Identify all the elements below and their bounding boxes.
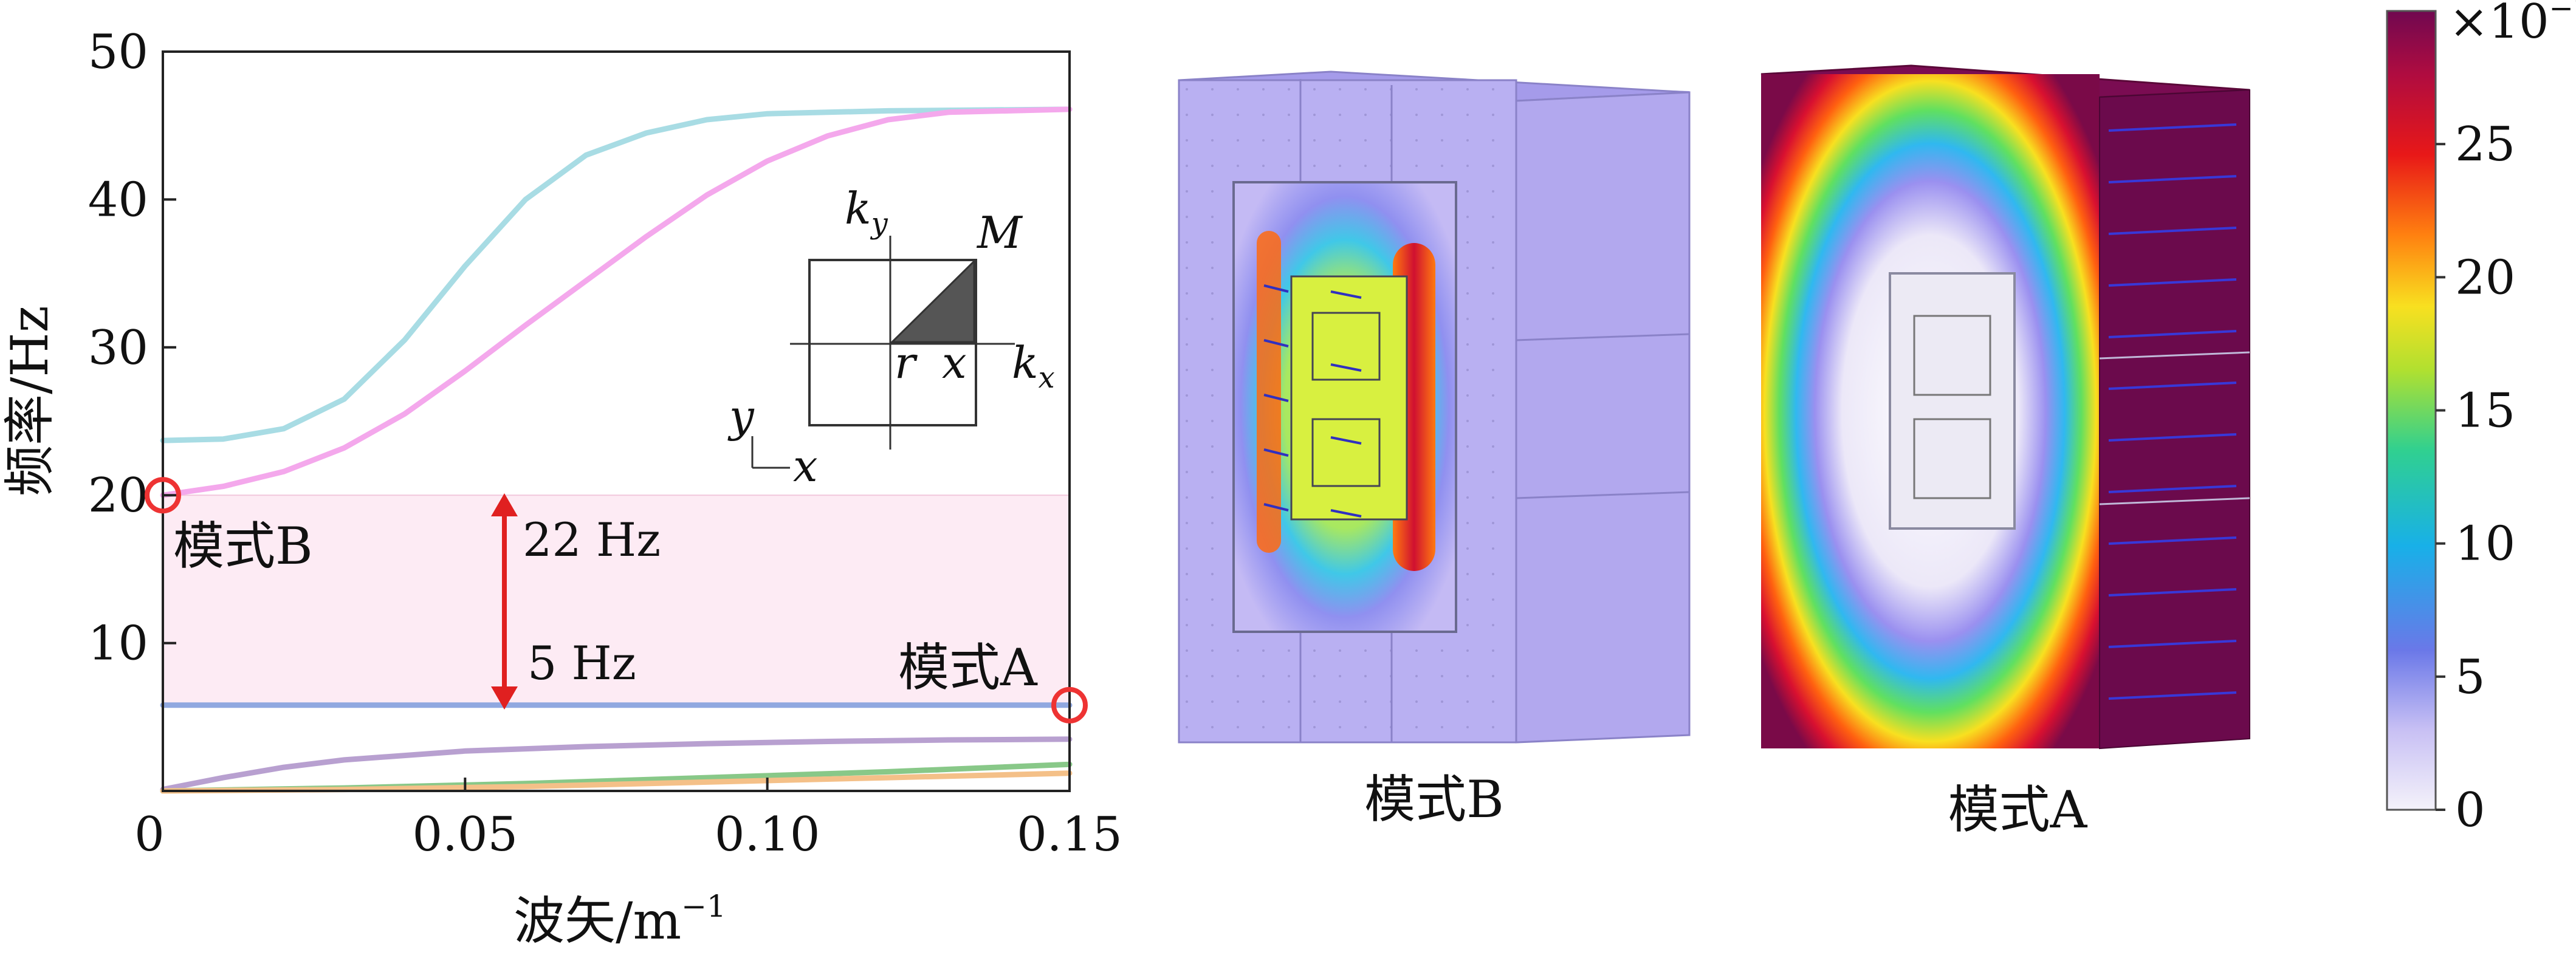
plot-frame [162,50,1071,792]
colorbar-multiplier: ×10−7 [2449,0,2576,49]
mode-marker-0 [145,477,181,514]
gap-lower-annotation: 5 Hz [527,636,636,690]
mode-b-hot-left [1257,231,1281,553]
inset-ky-label: ky [845,183,888,241]
colorbar: 0 5 10 15 20 25 ×10−7 [2386,0,2576,838]
mode-b-marker-label: 模式B [173,516,313,576]
x-tick-label-1: 0.05 [412,807,518,862]
inset-kx-label: kx [1012,337,1055,395]
inset-x-label: x [942,337,967,388]
x-axis-label-exponent: −1 [681,889,726,924]
colorbar-ticks: 0 5 10 15 20 25 [2436,117,2515,838]
mode-a-field-plot: 模式A [1760,64,2250,840]
y-tick-label-1: 20 [88,468,148,523]
mode-marker-1 [1051,686,1088,724]
band-structure-chart: 10 20 30 40 50 0 0.05 0.10 0.15 频率/Hz 波矢/m−1 模式… [0,25,1122,951]
colorbar-gradient [2386,10,2437,811]
mode-b-field-plot: 模式B [1178,70,1691,829]
inset-r-label: r [895,337,918,388]
mode-a-caption: 模式A [1948,780,2088,840]
y-tick-label-2: 30 [88,321,148,375]
inset-m-label: M [976,207,1023,258]
y-tick-label-3: 40 [88,173,148,227]
colorbar-tick-label-3: 15 [2455,384,2515,439]
gap-arrow [491,493,518,710]
x-tick-label-3: 0.15 [1017,807,1122,862]
x-axis-label: 波矢/m−1 [513,889,726,951]
x-tick-label-2: 0.10 [715,807,820,862]
colorbar-tick-label-4: 20 [2455,250,2515,305]
brillouin-zone-inset: ky M r x kx y x [727,183,1055,491]
series-line-5 [160,770,1073,794]
dispersion-curves [160,106,1073,794]
mode-a-side-face [2099,89,2250,750]
mode-a-marker-label: 模式A [898,638,1038,697]
irreducible-zone [890,259,975,343]
series-line-0 [160,106,1073,443]
mode-b-side-face [1515,91,1691,744]
mode-b-caption: 模式B [1364,770,1504,829]
inset-axis-y-label: y [727,391,755,442]
y-tick-label-0: 10 [88,617,148,671]
colorbar-tick-label-2: 10 [2455,517,2515,572]
colorbar-tick-label-0: 0 [2455,783,2485,838]
x-axis-ticks: 0 0.05 0.10 0.15 [134,778,1122,862]
x-axis-label-text: 波矢/m [513,891,681,951]
series-line-3 [160,736,1073,793]
mode-markers [145,477,1088,724]
inset-axis-x-label: x [793,440,818,491]
y-axis-label: 频率/Hz [0,306,60,496]
y-tick-label-4: 50 [88,25,148,80]
colorbar-tick-label-5: 25 [2455,117,2515,172]
gap-upper-annotation: 22 Hz [523,513,661,567]
mode-a-core [1889,272,2016,530]
y-axis-ticks: 10 20 30 40 50 [88,25,176,671]
series-line-1 [160,106,1073,498]
band-gap-region [162,494,1070,706]
x-tick-label-0: 0 [134,807,165,862]
colorbar-tick-label-1: 5 [2455,650,2485,705]
